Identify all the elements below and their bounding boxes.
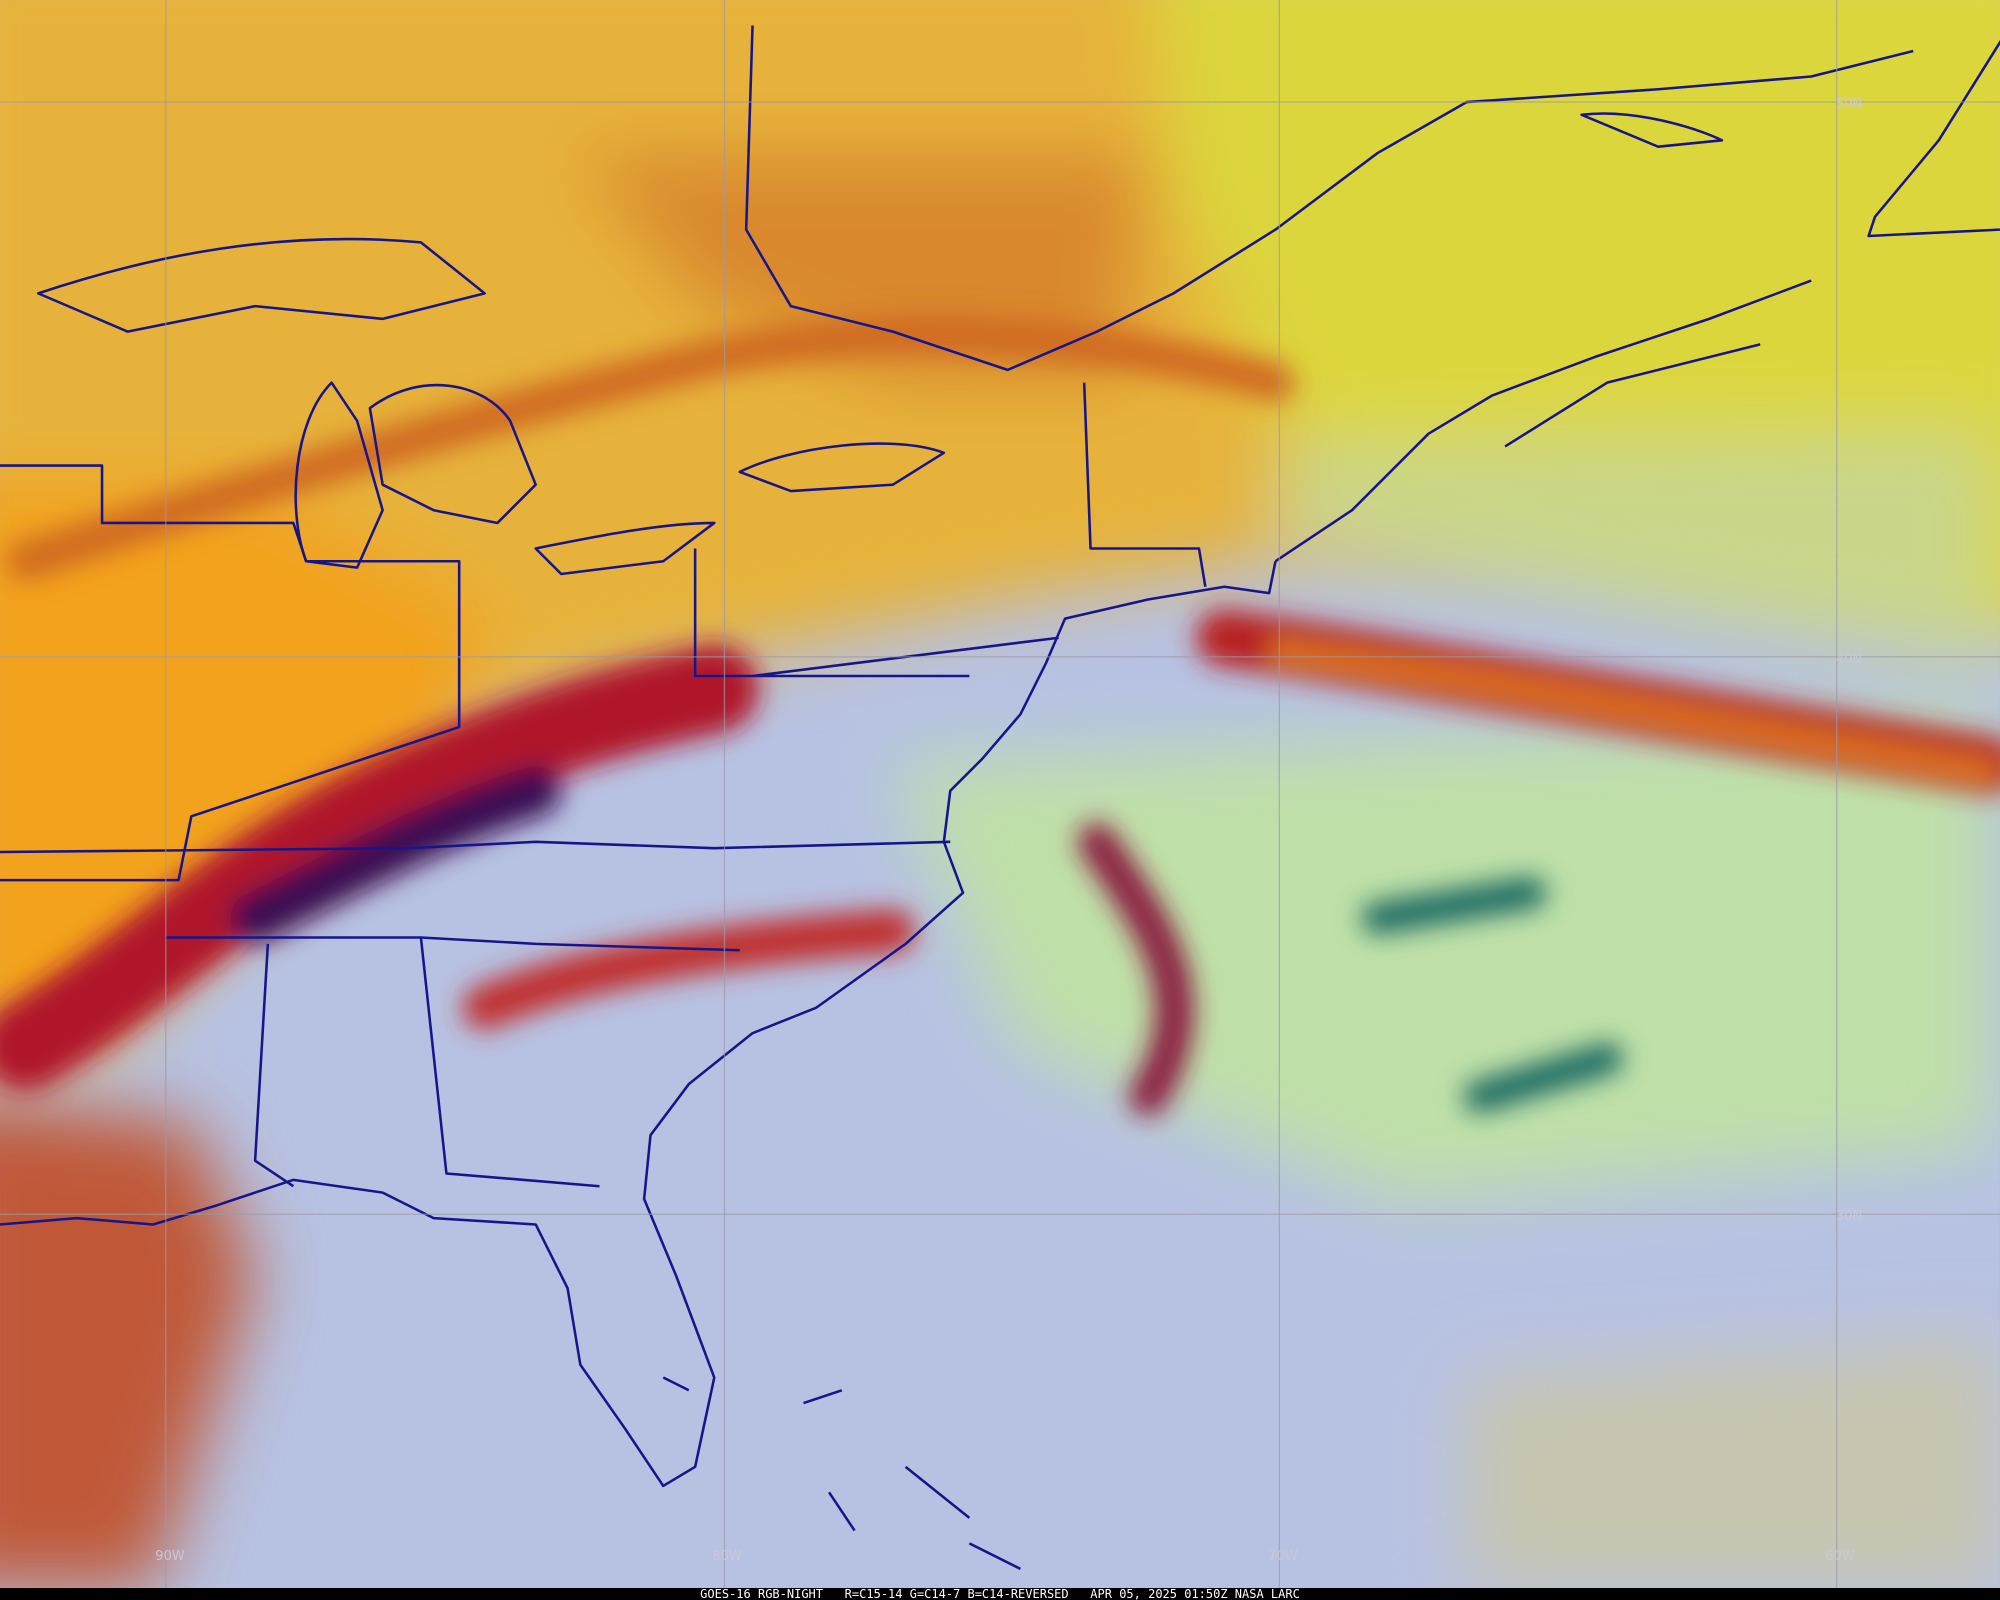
lat-label: 30N bbox=[1836, 1209, 1862, 1224]
lat-label: 40N bbox=[1836, 652, 1862, 667]
footer-caption: GOES-16 RGB-NIGHT R=C15-14 G=C14-7 B=C14… bbox=[700, 1587, 1300, 1600]
lon-label: 60W bbox=[1825, 1549, 1855, 1564]
coastlines bbox=[0, 25, 2000, 1571]
lon-label: 70W bbox=[1268, 1549, 1298, 1564]
lon-label: 80W bbox=[712, 1549, 742, 1564]
lon-label: 90W bbox=[155, 1549, 185, 1564]
lat-label: 50N bbox=[1836, 97, 1862, 112]
footer-bar bbox=[0, 1588, 2000, 1600]
